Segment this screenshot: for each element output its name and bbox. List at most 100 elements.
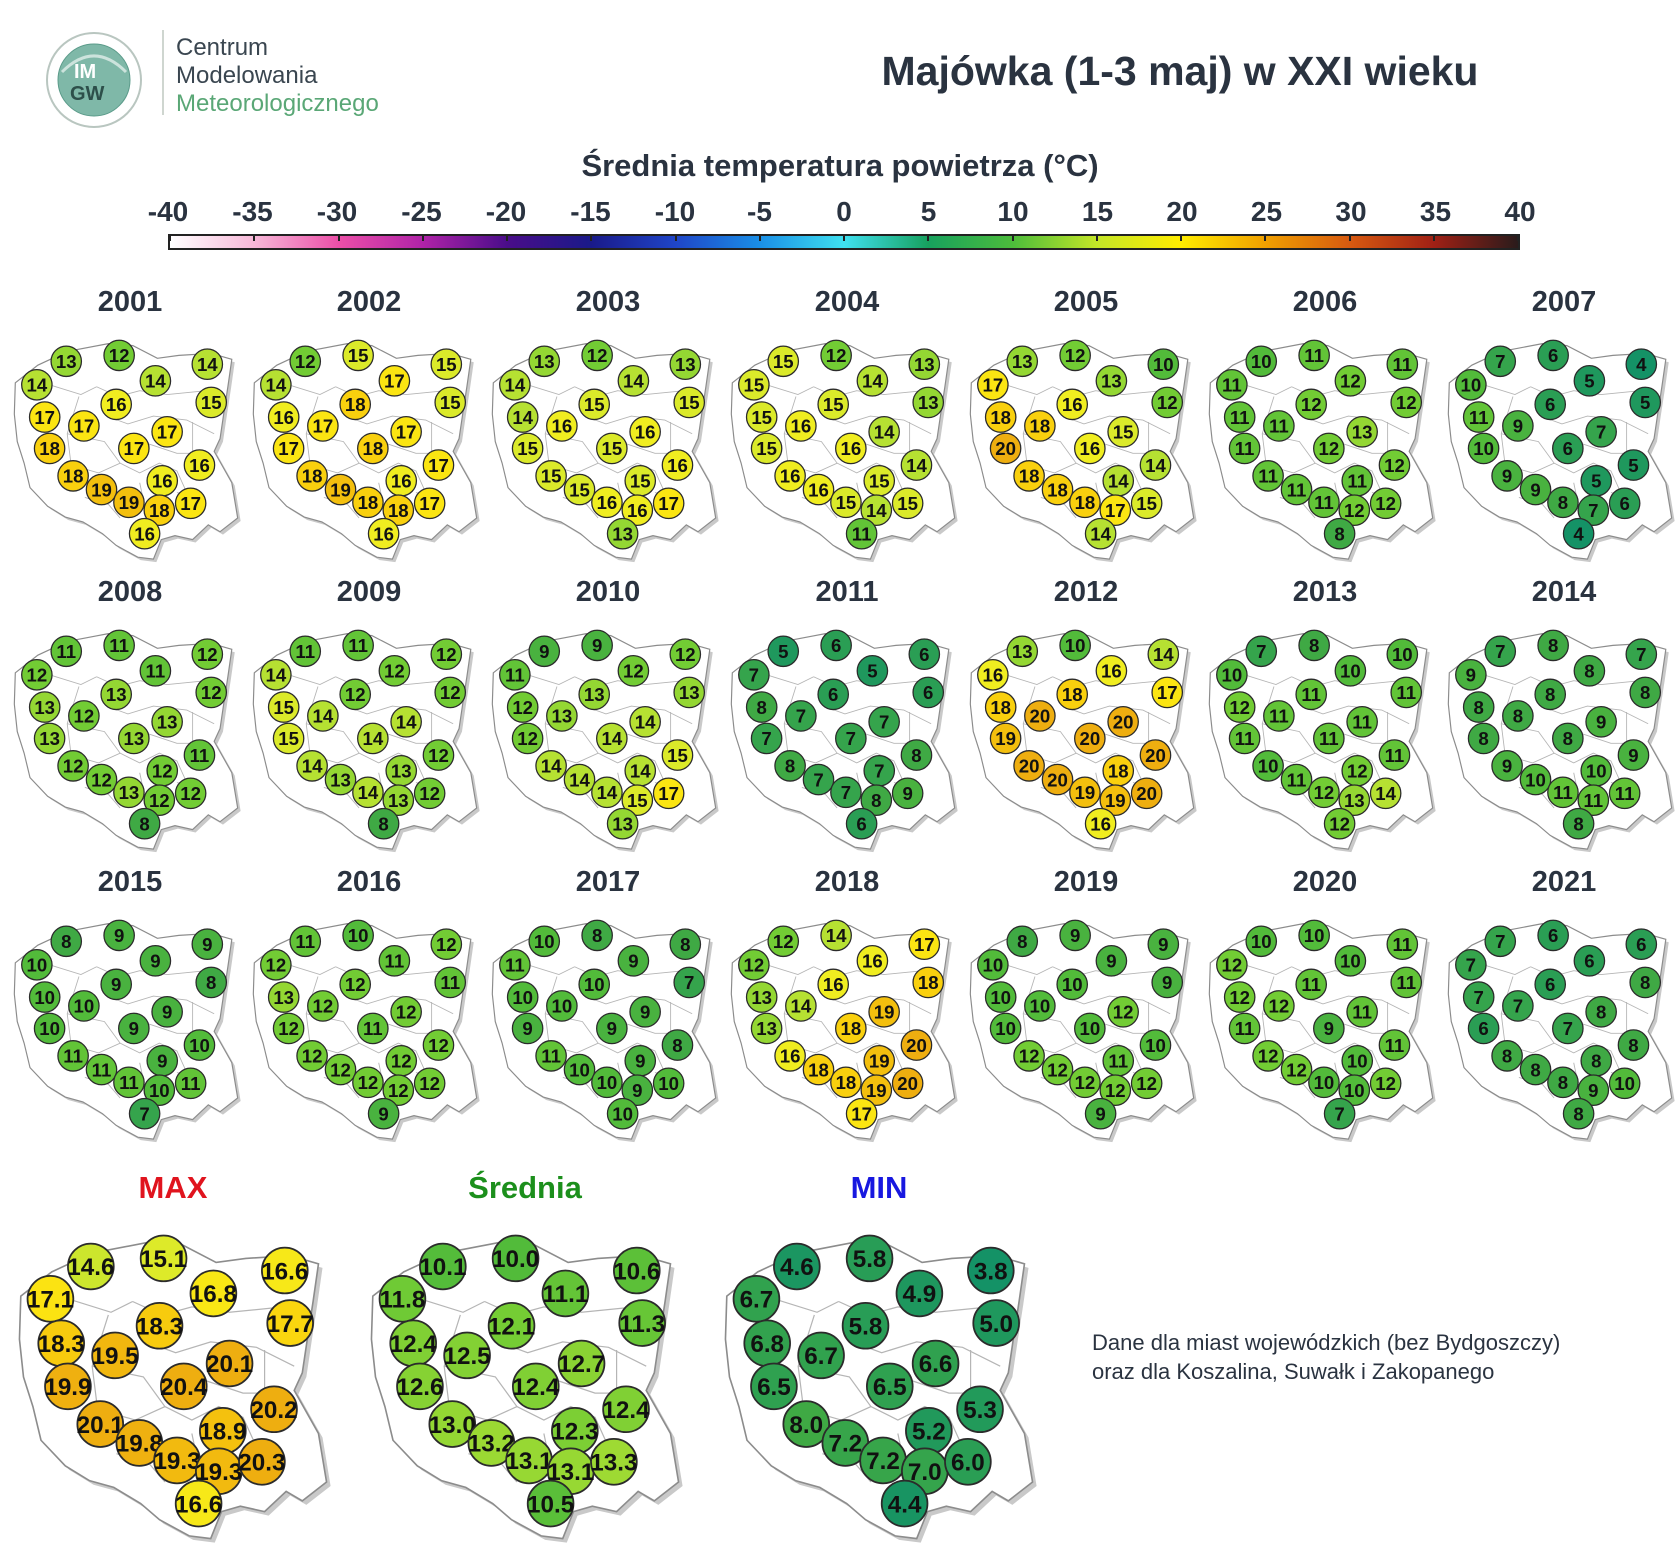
city-marker: 9	[367, 1097, 400, 1130]
region-border	[1005, 674, 1053, 686]
city-value-circle	[1378, 1029, 1411, 1061]
city-marker: 8	[1502, 700, 1534, 732]
city-value-label: 19	[874, 1001, 895, 1022]
city-value-circle	[307, 700, 339, 732]
city-marker: 12	[1308, 776, 1340, 809]
city-value-label: 12	[675, 644, 696, 665]
city-value-label: 11	[295, 931, 315, 952]
city-marker: 10	[977, 948, 1009, 981]
city-marker: 12	[1369, 1067, 1402, 1100]
region-border	[766, 674, 814, 686]
city-value-label: 9	[635, 1050, 645, 1071]
city-value-circle	[767, 925, 800, 958]
city-marker: 8	[745, 691, 778, 723]
city-value-circle	[1573, 365, 1606, 397]
city-marker: 11	[1341, 464, 1374, 497]
city-value-circle	[396, 1362, 444, 1411]
city-value-label: 18	[1030, 416, 1051, 437]
city-value-circle	[977, 948, 1009, 981]
year-panel-2017: 2017 10 8 9 8 11 7 10 10 10 9 9 9 8 11 9 10 10 9 10 10	[488, 866, 719, 1146]
city-value-label: 9	[1596, 711, 1606, 732]
city-value-label: 8	[1017, 931, 1027, 952]
city-value-label: 17	[123, 438, 144, 459]
city-value-circle	[50, 925, 83, 958]
year-panel-2002: 2002 12 15 17 15 14 15 18 16 17 17 17 18 17 18 16 19 18 18…	[249, 286, 480, 566]
city-marker: 10	[1056, 968, 1089, 1001]
region-border	[836, 1042, 905, 1073]
city-value-label: 16	[1079, 438, 1100, 459]
city-value-label: 13	[34, 697, 55, 718]
city-value-label: 8	[1474, 697, 1484, 718]
city-value-circle	[1378, 739, 1411, 771]
city-marker: 6.5	[866, 1362, 914, 1411]
city-value-circle	[413, 1067, 446, 1100]
city-value-circle	[382, 1074, 415, 1106]
city-marker: 6	[1534, 388, 1567, 421]
city-marker: 15	[563, 473, 596, 506]
city-value-label: 18	[1047, 479, 1068, 500]
region-border	[1483, 384, 1531, 396]
city-value-label: 11	[1301, 974, 1321, 995]
city-marker: 15.1	[139, 1234, 188, 1283]
city-value-circle	[1519, 763, 1552, 796]
city-marker: 15	[661, 739, 694, 771]
city-value-circle	[128, 517, 161, 550]
region-border	[766, 384, 814, 396]
city-value-circle	[1308, 486, 1340, 519]
summary-title: MIN	[850, 1170, 908, 1205]
city-value-label: 15	[627, 790, 648, 811]
city-value-label: 6	[1584, 951, 1594, 972]
city-value-circle	[841, 1301, 890, 1350]
city-value-label: 14	[362, 728, 383, 749]
city-value-label: 9	[607, 1018, 617, 1039]
city-value-label: 13	[157, 711, 178, 732]
city-value-circle	[1369, 1067, 1402, 1100]
city-value-label: 7	[1596, 421, 1606, 442]
city-value-circle	[835, 722, 867, 755]
city-marker: 7	[1455, 948, 1487, 981]
city-value-label: 15	[273, 697, 294, 718]
city-value-label: 5	[1584, 371, 1594, 392]
city-marker: 13	[33, 722, 66, 755]
region-border	[345, 415, 454, 435]
city-value-label: 18	[836, 1072, 857, 1093]
city-marker: 10	[1334, 945, 1367, 977]
city-value-circle	[1056, 678, 1089, 711]
city-value-label: 7	[749, 664, 759, 685]
city-value-circle	[1074, 1012, 1106, 1045]
city-marker: 6.7	[732, 1275, 781, 1323]
city-value-circle	[174, 487, 207, 520]
city-value-label: 12	[517, 728, 538, 749]
city-marker: 14	[868, 415, 900, 448]
city-value-label: 16	[597, 492, 618, 513]
legend-tick-label: -10	[654, 196, 696, 227]
city-marker: 15	[830, 486, 862, 519]
city-marker: 11	[1390, 676, 1423, 709]
city-value-label: 10	[983, 954, 1004, 975]
city-value-circle	[563, 473, 596, 506]
city-value-circle	[900, 739, 933, 771]
city-value-label: 11	[852, 523, 872, 544]
city-value-label: 10	[1258, 756, 1279, 777]
city-value-circle	[413, 777, 446, 810]
city-value-label: 16	[134, 523, 155, 544]
city-value-circle	[1107, 705, 1139, 738]
city-marker: 12	[85, 763, 118, 796]
city-marker: 12	[174, 777, 207, 810]
city-value-circle	[557, 1339, 606, 1388]
year-label: 2018	[814, 866, 880, 898]
city-value-label: 6	[1545, 974, 1555, 995]
city-marker: 12	[430, 928, 463, 961]
city-value-label: 7	[874, 760, 884, 781]
city-value-label: 11	[92, 1059, 112, 1080]
city-marker: 11	[1223, 401, 1256, 433]
city-marker: 7	[863, 754, 896, 787]
city-value-circle	[900, 449, 933, 481]
city-value-label: 8	[785, 756, 795, 777]
city-value-circle	[977, 658, 1009, 691]
city-value-label: 6.7	[740, 1287, 774, 1314]
city-value-label: 20.2	[250, 1397, 297, 1424]
city-value-circle	[1130, 1067, 1163, 1100]
city-value-circle	[590, 1438, 638, 1486]
